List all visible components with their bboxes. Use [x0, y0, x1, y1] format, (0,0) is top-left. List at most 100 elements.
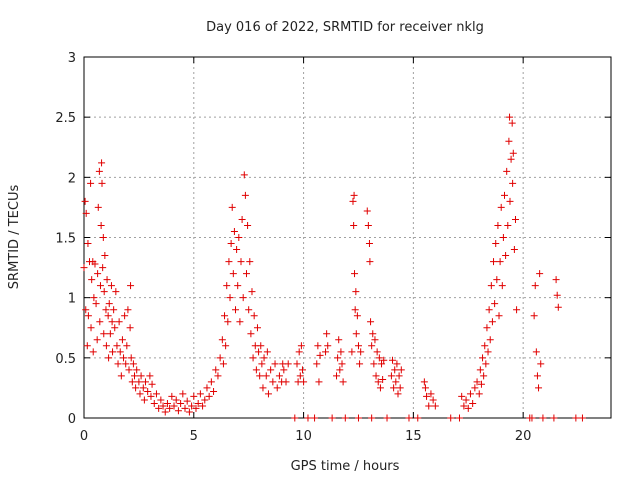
data-point [203, 384, 211, 392]
data-point [259, 384, 267, 392]
data-point [336, 366, 344, 374]
data-point [127, 354, 135, 362]
data-point [357, 348, 365, 356]
data-point [391, 366, 399, 374]
data-point [244, 221, 252, 229]
data-point [129, 360, 137, 368]
data-point [113, 342, 121, 350]
data-point [296, 372, 304, 380]
data-point [82, 306, 90, 314]
data-point [237, 258, 245, 266]
y-tick-label: 0.5 [55, 352, 76, 367]
data-point [313, 360, 321, 368]
data-point [92, 300, 100, 308]
data-point [475, 390, 483, 398]
data-point [366, 258, 374, 266]
data-point [476, 366, 484, 374]
data-point [155, 404, 163, 412]
data-point [250, 312, 258, 320]
data-point [94, 203, 102, 211]
data-point [394, 390, 402, 398]
x-axis-label: GPS time / hours [291, 459, 400, 474]
x-tick-label: 0 [80, 429, 88, 444]
data-point [528, 414, 536, 422]
data-point [304, 414, 312, 422]
data-point [338, 360, 346, 368]
data-point [536, 270, 544, 278]
data-point [98, 179, 106, 187]
data-point [91, 260, 99, 268]
data-point [339, 378, 347, 386]
data-point [494, 221, 502, 229]
data-point [127, 282, 135, 290]
data-point [240, 171, 248, 179]
data-point [324, 342, 332, 350]
y-tick-label: 1 [68, 292, 76, 307]
data-point [447, 414, 455, 422]
data-point [116, 348, 124, 356]
data-point [166, 404, 174, 412]
data-point [341, 414, 349, 422]
data-point [183, 397, 191, 405]
data-point [163, 400, 171, 408]
data-point [179, 390, 187, 398]
data-point [99, 234, 107, 241]
y-tick-label: 2.5 [55, 111, 76, 126]
data-point [110, 306, 118, 314]
data-point [216, 354, 224, 362]
data-point [508, 119, 516, 127]
data-point [460, 402, 468, 410]
data-point [533, 372, 541, 380]
data-point [201, 396, 209, 404]
data-point [103, 276, 111, 284]
data-point [284, 360, 292, 368]
data-point [554, 303, 562, 311]
data-point [372, 372, 380, 380]
data-point [389, 356, 397, 364]
data-point [368, 342, 376, 350]
data-point [531, 282, 539, 290]
data-point [511, 215, 519, 223]
data-point [146, 372, 154, 380]
data-point [323, 330, 331, 338]
data-point [257, 342, 265, 350]
data-point [150, 400, 158, 408]
data-point [572, 414, 580, 422]
data-point [221, 312, 229, 320]
data-point [118, 336, 126, 344]
data-point [161, 408, 169, 416]
data-point [87, 179, 95, 187]
data-point [267, 366, 275, 374]
data-point [390, 384, 398, 392]
data-point [371, 336, 379, 344]
data-point [102, 342, 110, 350]
data-point [352, 288, 360, 296]
x-tick-label: 20 [515, 429, 532, 444]
data-point [124, 306, 132, 314]
data-point [269, 378, 277, 386]
data-point [100, 288, 108, 296]
data-point [236, 318, 244, 326]
data-point [315, 378, 323, 386]
data-point [282, 378, 290, 386]
y-tick-label: 0 [68, 412, 76, 427]
data-point [139, 384, 147, 392]
data-point [539, 414, 547, 422]
data-point [262, 372, 270, 380]
data-point [298, 366, 306, 374]
data-point [322, 348, 330, 356]
data-point [99, 264, 107, 272]
data-point [387, 372, 395, 380]
data-point [375, 354, 383, 362]
data-point [263, 348, 271, 356]
data-point [503, 167, 511, 175]
data-point [510, 246, 518, 254]
data-point [98, 159, 106, 167]
data-point [122, 360, 130, 368]
data-point [88, 276, 96, 284]
data-point [192, 404, 200, 412]
data-point [350, 221, 358, 229]
data-point [214, 372, 222, 380]
data-point [264, 390, 272, 398]
